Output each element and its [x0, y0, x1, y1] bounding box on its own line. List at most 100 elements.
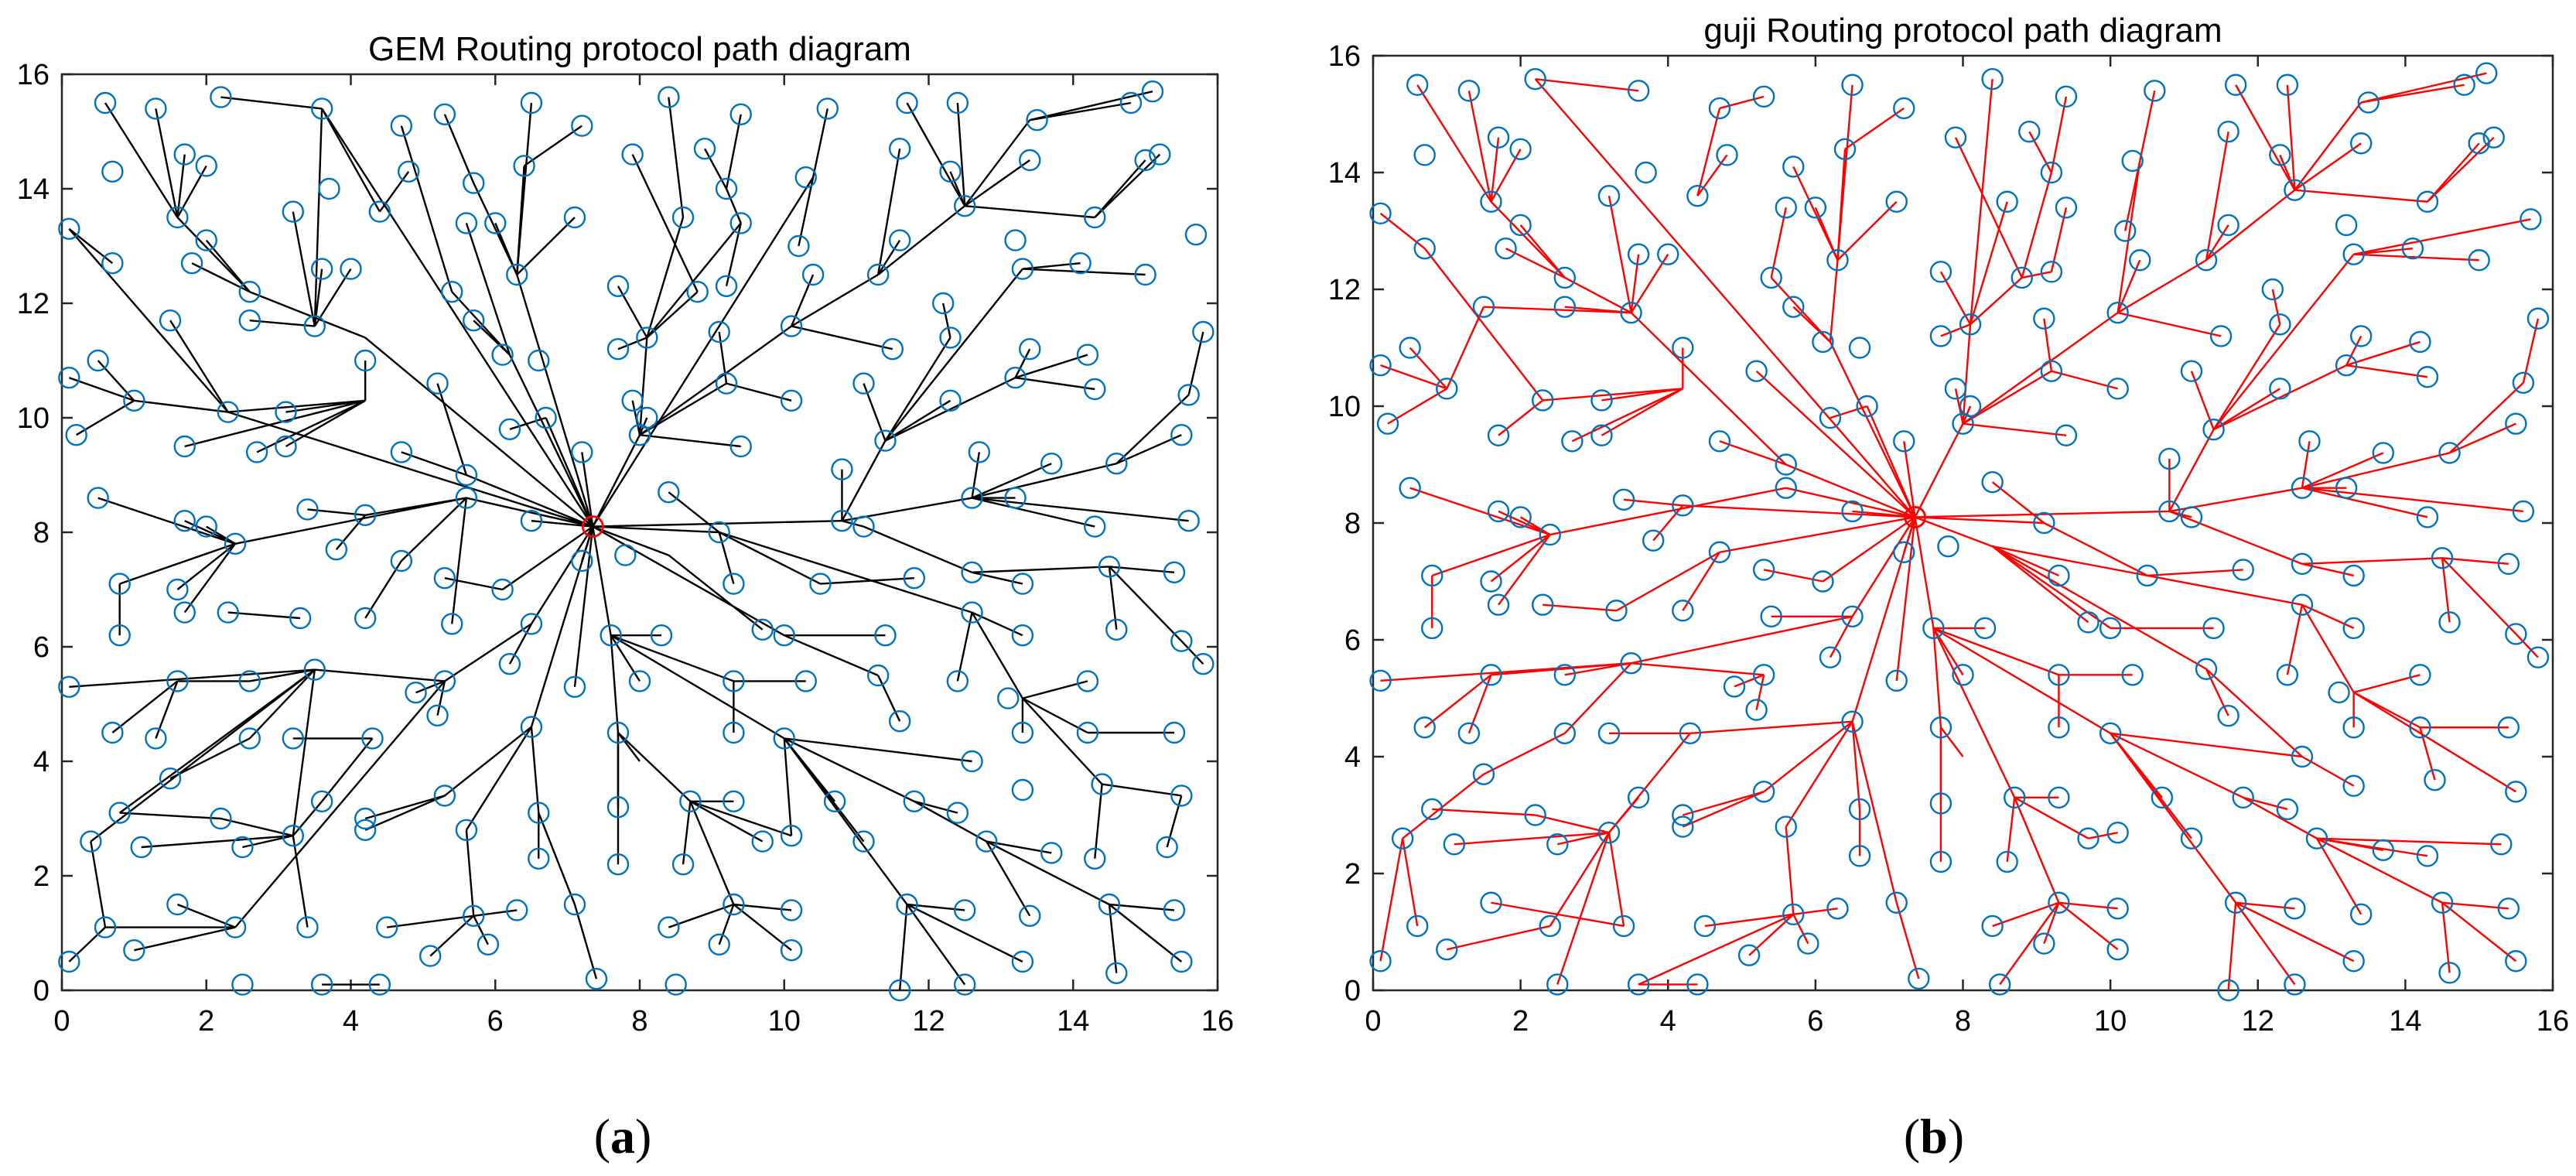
gem-route-edge — [898, 904, 908, 991]
gem-sensor-node — [195, 229, 217, 251]
gem-route-edge — [1102, 783, 1182, 797]
guji-sensor-node — [2048, 716, 2070, 739]
gem-sensor-node — [874, 624, 897, 647]
guji-sensor-node — [1436, 938, 1458, 961]
guji-sensor-node — [1929, 716, 1952, 739]
gem-route-edge — [509, 416, 546, 430]
gem-sensor-node — [823, 790, 846, 813]
guji-sensor-node — [2284, 179, 2306, 201]
guji-route-edge — [2441, 901, 2517, 962]
guji-sensor-node — [1723, 675, 1746, 698]
guji-route-edge — [2243, 796, 2288, 811]
gem-sensor-node — [780, 315, 803, 337]
gem-route-edge — [501, 525, 593, 590]
gem-route-edge — [592, 434, 641, 528]
gem-sensor-node — [723, 573, 745, 595]
gem-route-edge — [465, 726, 532, 831]
gem-sensor-node — [939, 160, 962, 183]
guji-sensor-node — [2298, 430, 2321, 453]
guji-route-edge — [2051, 370, 2118, 390]
guji-sensor-node — [2144, 80, 2166, 102]
gem-sensor-node — [1192, 653, 1215, 675]
gem-sensor-node — [1011, 573, 1034, 595]
guji-sensor-node — [1657, 243, 1679, 265]
guji-sensor-node — [1708, 541, 1731, 563]
gem-route-edge — [335, 514, 367, 550]
guji-route-edge — [2345, 335, 2362, 366]
guji-route-edge — [2286, 604, 2304, 675]
guji-sensor-node — [2195, 658, 2218, 680]
guji-route-edge — [1992, 545, 2207, 670]
gem-route-edge — [719, 531, 972, 614]
guji-sensor-node — [2180, 827, 2203, 850]
guji-sensor-node — [1620, 652, 1642, 675]
gem-sensor-node — [498, 653, 521, 675]
guji-route-edge — [2124, 160, 2141, 231]
guji-sensor-node — [1524, 804, 1546, 826]
gem-route-edge — [877, 675, 901, 722]
gem-sensor-node — [866, 664, 890, 687]
gem-route-edge — [68, 228, 229, 413]
guji-sensor-node — [2077, 827, 2099, 850]
guji-route-edge — [1785, 826, 1795, 914]
guji-route-edge — [2212, 388, 2280, 431]
gem-route-edge — [718, 532, 735, 584]
gem-sensor-node — [671, 853, 695, 876]
gem-route-edge — [972, 571, 1023, 585]
guji-route-edge — [1939, 271, 1972, 325]
guji-route-edge — [1401, 838, 1419, 927]
guji-sensor-node — [1627, 243, 1650, 265]
guji-sensor-node — [1782, 156, 1805, 178]
guji-xtick-label: 16 — [2537, 1005, 2569, 1038]
guji-sensor-node — [1413, 144, 1436, 166]
guji-xtick-label: 8 — [1955, 1005, 1971, 1038]
gem-route-edge — [784, 634, 879, 677]
gem-route-edge — [1115, 434, 1182, 465]
gem-route-edge — [790, 274, 815, 327]
guji-xtick-label: 2 — [1512, 1005, 1529, 1038]
gem-sensor-node — [931, 292, 955, 315]
gem-route-edge — [234, 680, 446, 928]
gem-sensor-node — [173, 510, 196, 532]
gem-sensor-node — [852, 830, 875, 853]
gem-route-edge — [972, 497, 1189, 522]
guji-route-edge — [1954, 137, 2023, 279]
guji-sensor-node — [1627, 786, 1650, 809]
guji-route-edge — [1851, 517, 1916, 723]
gem-sensor-node — [780, 389, 803, 412]
gem-sensor-node — [1011, 778, 1034, 802]
gem-sensor-node — [340, 258, 362, 280]
guji-route-edge — [2294, 142, 2362, 191]
guji-route-edge — [2448, 381, 2524, 454]
guji-sensor-node — [1981, 914, 2004, 938]
guji-route-edge — [2243, 796, 2318, 839]
guji-route-edge — [2205, 668, 2229, 716]
guji-route-edge — [2235, 902, 2296, 986]
guji-ytick-label: 2 — [1344, 858, 1361, 891]
gem-sensor-node — [953, 195, 976, 217]
guji-route-edge — [2301, 755, 2355, 787]
guji-route-edge — [1423, 674, 1492, 729]
guji-sensor-node — [1509, 138, 1532, 161]
gem-route-edge — [242, 835, 294, 849]
guji-route-edge — [1792, 306, 1831, 343]
gem-sensor-node — [831, 510, 853, 532]
gem-sensor-node — [1011, 258, 1034, 280]
guji-sensor-node — [2217, 704, 2239, 727]
gem-route-edge — [415, 680, 446, 694]
guji-route-edge — [1402, 773, 1484, 839]
gem-sensor-node — [816, 97, 839, 120]
guji-route-edge — [1483, 732, 1566, 775]
guji-route-edge — [1851, 721, 1898, 904]
gem-sensor-node — [780, 938, 803, 962]
gem-sensor-node — [1040, 453, 1063, 475]
guji-route-edge — [2294, 189, 2428, 203]
caption-a: (a) — [594, 1109, 652, 1164]
gem-sensor-node — [58, 675, 80, 698]
guji-sensor-node — [2349, 903, 2373, 926]
guji-route-edge — [2279, 154, 2296, 191]
gem-sensor-node — [571, 441, 593, 463]
gem-route-edge — [473, 909, 518, 917]
gem-sensor-node — [628, 670, 651, 692]
guji-route-edge — [2316, 837, 2443, 904]
